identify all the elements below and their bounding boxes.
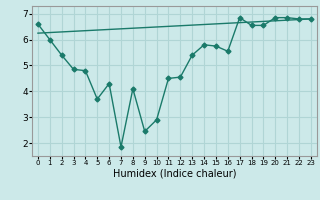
X-axis label: Humidex (Indice chaleur): Humidex (Indice chaleur): [113, 169, 236, 179]
